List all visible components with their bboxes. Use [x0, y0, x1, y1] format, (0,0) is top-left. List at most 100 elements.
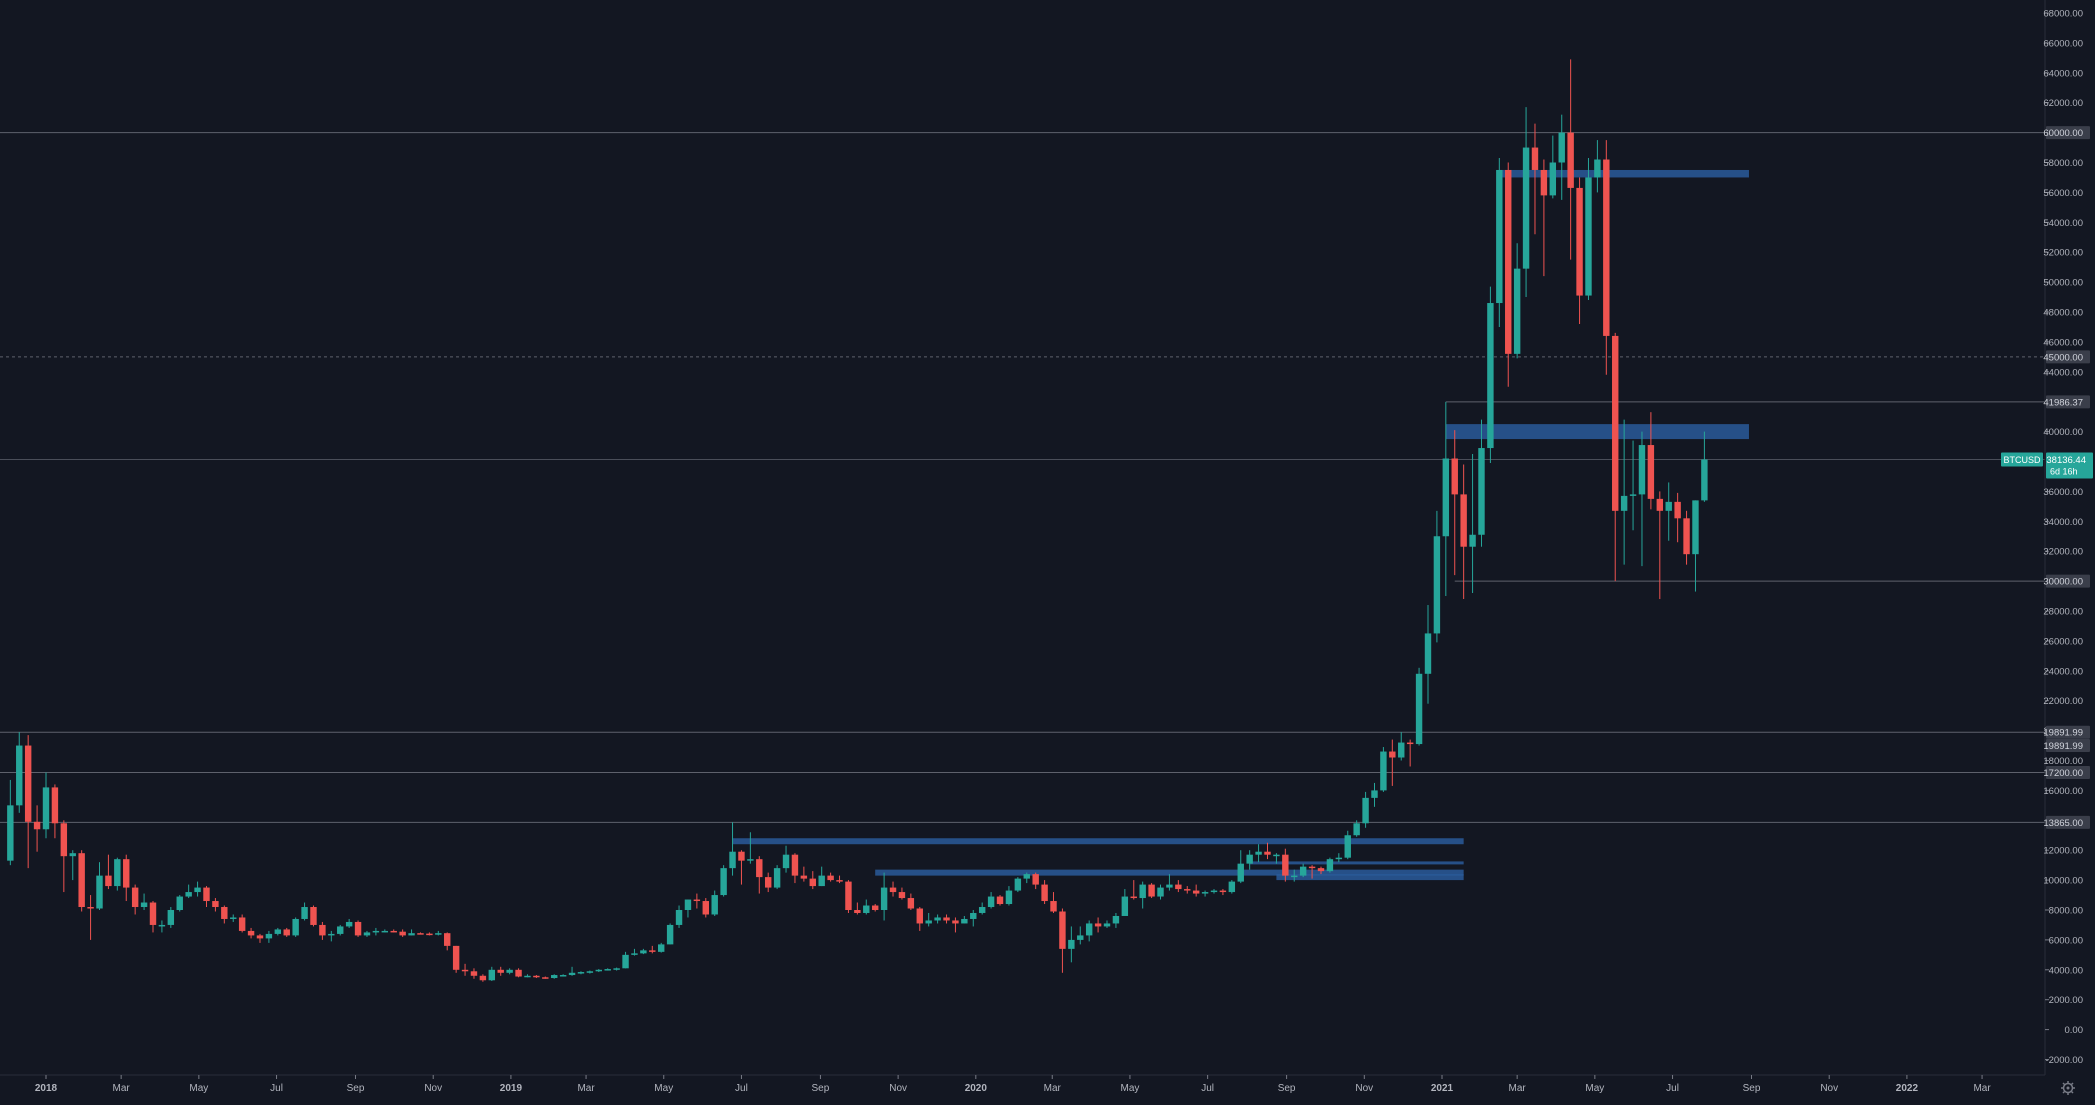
level-tag-bg: [2046, 126, 2090, 140]
y-tick-label: 48000.00: [2043, 308, 2083, 319]
candle-body: [1424, 633, 1432, 674]
zone-rect: [732, 838, 1464, 845]
candle-body: [1674, 501, 1681, 519]
candle-body: [1656, 498, 1664, 511]
candle: [684, 899, 692, 918]
candle: [863, 899, 870, 915]
candle: [1201, 890, 1209, 897]
level-price-tag: 19891.99: [2043, 739, 2090, 753]
candle-body: [1050, 901, 1057, 912]
candle-body: [1469, 534, 1476, 547]
candle-body: [390, 930, 397, 933]
candle: [221, 905, 228, 924]
candle: [1237, 850, 1244, 884]
candle-body: [69, 853, 76, 857]
candle: [1326, 857, 1334, 873]
x-tick-label: May: [654, 1083, 673, 1094]
candle-body: [1175, 884, 1182, 890]
candle: [408, 929, 415, 936]
x-tick-label: Jul: [1201, 1083, 1214, 1094]
candle-body: [711, 895, 718, 915]
y-tick-label: 40000.00: [2043, 427, 2083, 438]
candle: [845, 880, 852, 913]
candle: [657, 942, 665, 953]
y-tick-label: 32000.00: [2043, 547, 2083, 558]
horizontal-levels: [0, 132, 2045, 823]
candle: [167, 907, 175, 928]
candle-body: [1496, 169, 1503, 304]
candle: [542, 976, 549, 979]
candle: [1166, 874, 1173, 891]
candle: [1674, 492, 1681, 543]
candle-body: [158, 924, 166, 927]
y-tick-label: 6000.00: [2049, 935, 2083, 946]
candle: [1442, 401, 1450, 597]
candle-body: [114, 859, 121, 887]
x-tick-label: Sep: [347, 1083, 365, 1094]
candle-body: [845, 881, 852, 910]
candle: [871, 904, 879, 912]
candle: [996, 895, 1004, 906]
candle-body: [345, 921, 353, 927]
settings-gear-icon[interactable]: [2061, 1081, 2075, 1095]
candle-body: [1692, 500, 1699, 555]
candle-body: [149, 902, 157, 925]
y-tick-label: 52000.00: [2043, 248, 2083, 259]
candle: [622, 951, 629, 969]
zone-rect: [1445, 424, 1749, 440]
candle: [1246, 850, 1253, 870]
candle-body: [836, 880, 843, 882]
candle-body: [1406, 742, 1414, 745]
candle-body: [1362, 797, 1369, 824]
candle-body: [818, 875, 825, 887]
candle: [1469, 454, 1476, 594]
candle-body: [675, 910, 683, 925]
candle-body: [7, 805, 14, 861]
candle: [1023, 872, 1030, 884]
candle-body: [1540, 169, 1548, 196]
candle: [452, 945, 460, 973]
candle: [203, 886, 210, 908]
x-tick-label: May: [1120, 1083, 1139, 1094]
candle: [426, 932, 433, 936]
candle-body: [1415, 673, 1423, 745]
level-tag-bg: [2046, 725, 2090, 739]
candle-body: [283, 929, 290, 936]
candle-body: [435, 933, 442, 935]
candle: [1692, 500, 1699, 592]
candle: [1620, 419, 1628, 565]
candle: [1415, 667, 1423, 746]
x-tick-label: 2019: [500, 1083, 523, 1094]
y-tick-label: 44000.00: [2043, 367, 2083, 378]
candle: [1148, 883, 1155, 899]
candle-body: [123, 859, 130, 888]
candle: [105, 854, 112, 890]
candle: [1059, 908, 1066, 973]
candle-body: [1059, 911, 1066, 949]
candle-body: [729, 851, 736, 869]
candle: [836, 875, 843, 884]
candle: [354, 920, 362, 937]
time-axis[interactable]: 2018 Mar May Jul Sep Nov 2019 Mar May Jul Sep Nov 20…: [0, 1074, 2045, 1094]
candle: [1273, 853, 1280, 864]
candle: [1308, 865, 1316, 879]
candle: [1094, 917, 1102, 933]
candle-body: [1210, 890, 1218, 893]
zone-rect: [1249, 861, 1464, 865]
candle-body: [827, 875, 834, 881]
candle: [1433, 510, 1441, 643]
candle: [114, 857, 121, 891]
x-tick-label: Sep: [812, 1083, 830, 1094]
price-axis[interactable]: -2000.00 0.00 2000.00 4000.00 6000.00 8000.00…: [2043, 0, 2083, 1075]
candle: [16, 732, 23, 813]
candle: [1050, 892, 1057, 913]
candle-body: [1273, 854, 1280, 857]
candle: [1540, 159, 1548, 277]
candle-body: [1683, 518, 1690, 555]
candle-body: [747, 859, 754, 861]
candle: [916, 907, 923, 931]
candle-body: [176, 896, 183, 910]
candle: [952, 917, 959, 933]
